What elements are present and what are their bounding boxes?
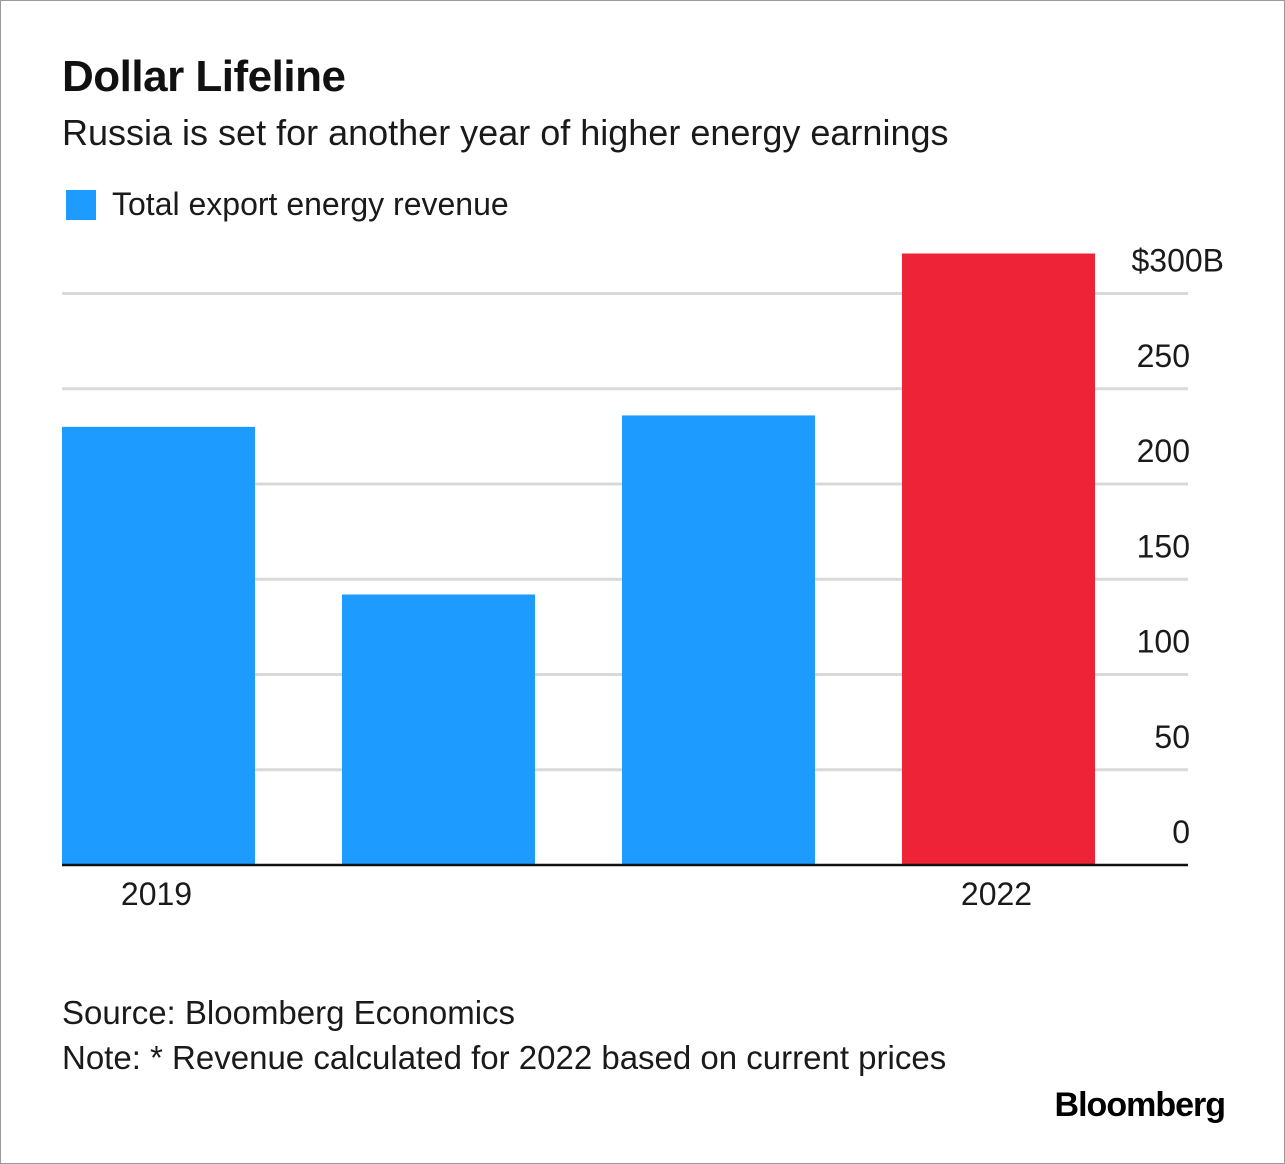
bar — [622, 415, 815, 865]
source-text: Source: Bloomberg Economics — [62, 994, 516, 1031]
legend-label: Total export energy revenue — [112, 186, 509, 222]
y-tick-label: 200 — [1137, 433, 1190, 469]
x-tick-labels: 2019 2022 — [121, 876, 1032, 912]
x-tick-label: 2022 — [961, 876, 1032, 912]
y-tick-labels: 0 50 100 150 200 250 $300B — [1131, 243, 1224, 851]
legend-swatch — [66, 189, 96, 220]
y-tick-label: $300B — [1131, 243, 1224, 279]
footer: Source: Bloomberg Economics Note: * Reve… — [62, 990, 992, 1080]
note-text: Note: * Revenue calculated for 2022 base… — [62, 1039, 947, 1076]
chart-title: Dollar Lifeline — [62, 52, 346, 101]
bar — [342, 594, 535, 865]
y-tick-label: 50 — [1154, 719, 1190, 755]
bar — [902, 253, 1095, 865]
y-tick-label: 100 — [1137, 624, 1190, 660]
x-tick-label: 2019 — [121, 876, 192, 912]
legend: Total export energy revenue — [66, 186, 509, 223]
y-tick-label: 0 — [1172, 814, 1190, 850]
bars — [62, 253, 1095, 865]
chart-subtitle: Russia is set for another year of higher… — [62, 112, 949, 153]
y-tick-label: 250 — [1137, 338, 1190, 374]
bloomberg-logo: Bloomberg — [1054, 1086, 1226, 1124]
bar — [62, 426, 255, 865]
y-tick-label: 150 — [1137, 528, 1190, 564]
